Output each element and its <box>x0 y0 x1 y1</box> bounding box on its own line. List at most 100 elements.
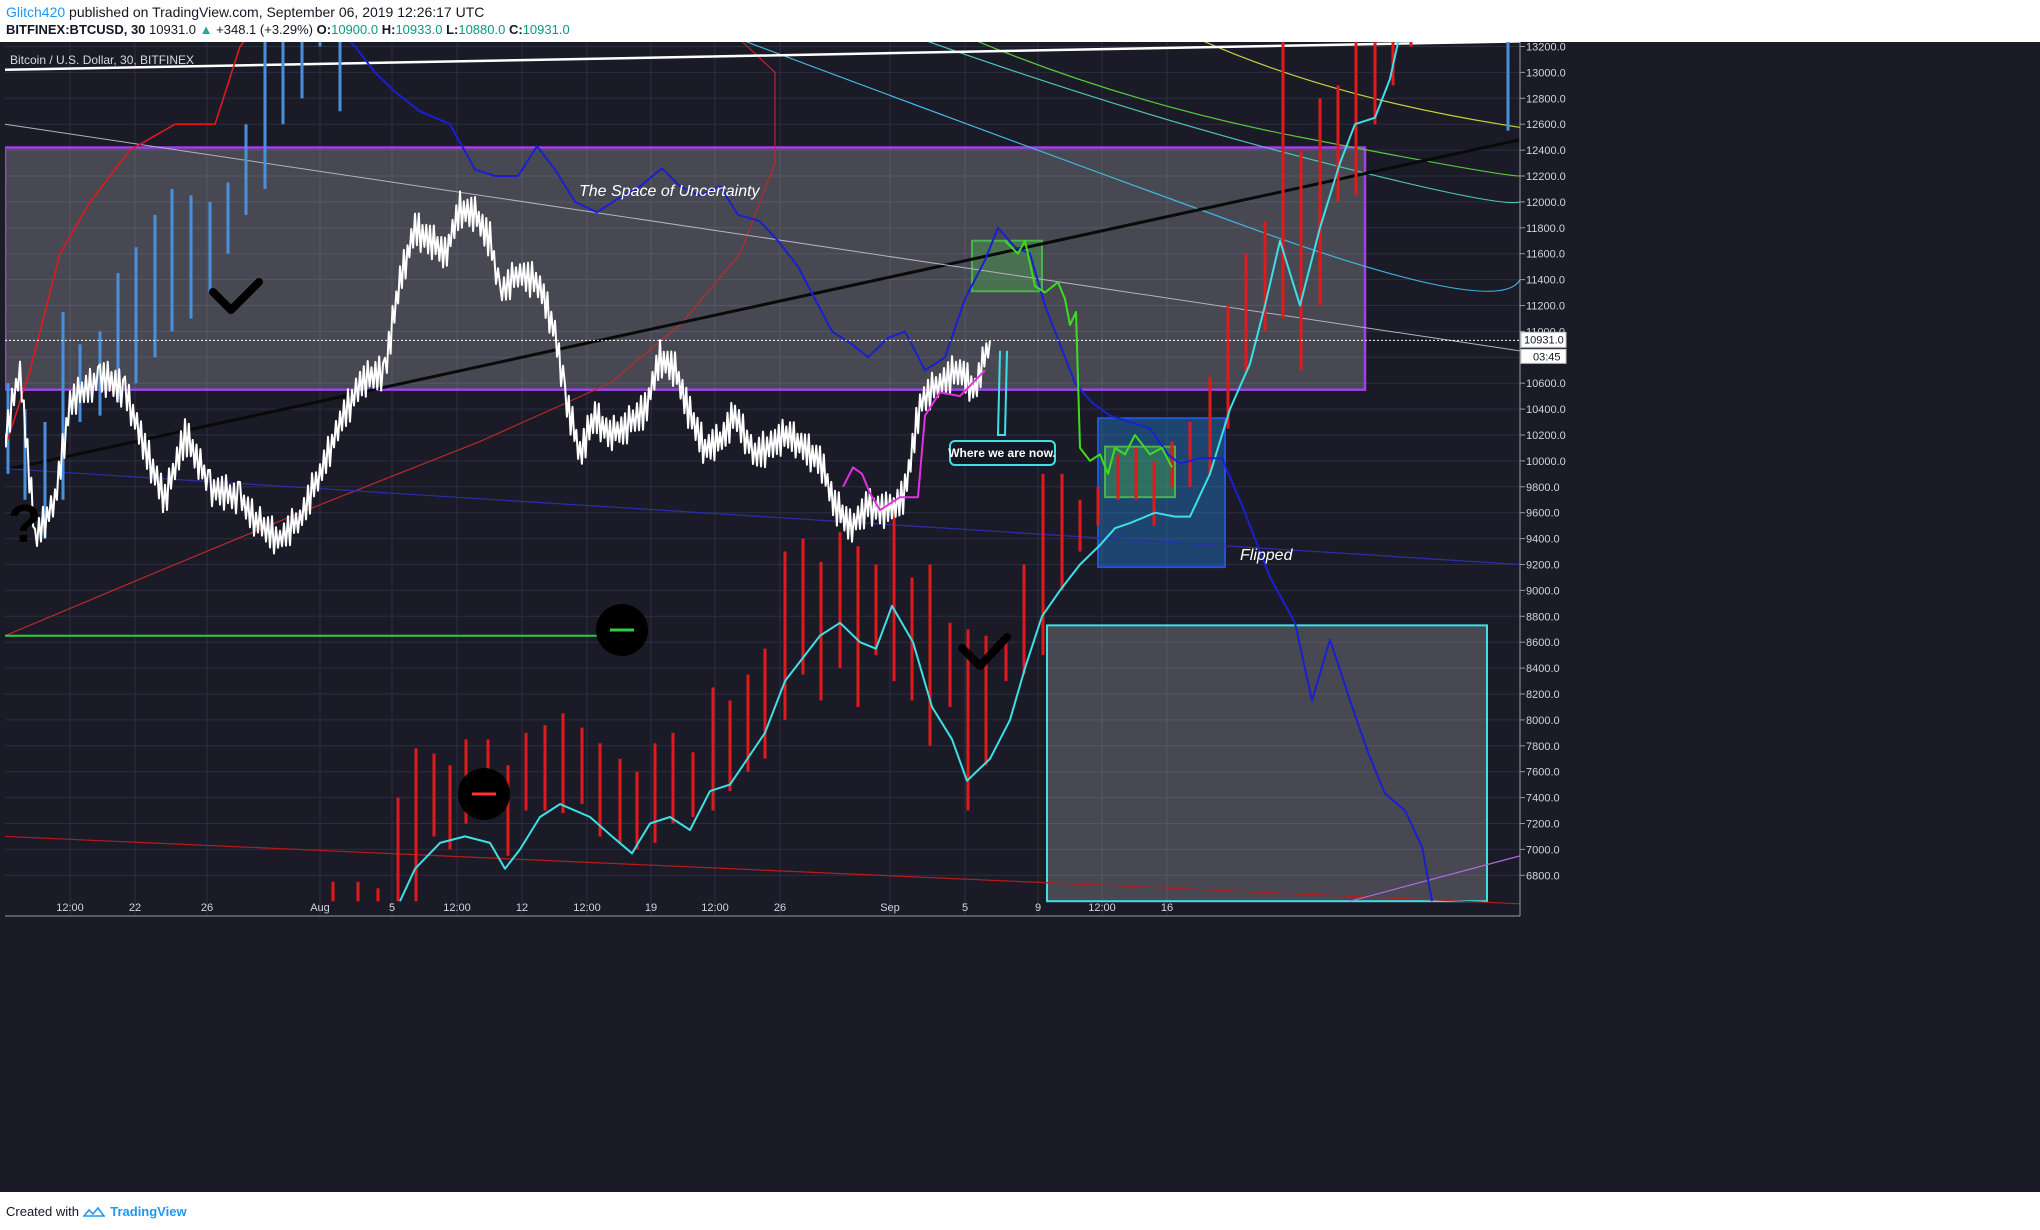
y-tick-label: 11600.0 <box>1526 249 1565 261</box>
low-label: L: <box>446 22 459 37</box>
white-trendline <box>5 42 1520 72</box>
high-label: H: <box>381 22 396 37</box>
y-tick-label: 7800.0 <box>1526 741 1560 753</box>
x-tick-label: 12:00 <box>701 902 729 914</box>
y-tick-label: 10600.0 <box>1526 378 1566 390</box>
grey-curve <box>5 123 1520 352</box>
countdown-box <box>1520 348 1567 364</box>
y-tick-label: 6800.0 <box>1526 870 1560 882</box>
y-tick-label: 9400.0 <box>1526 534 1560 546</box>
x-tick-label: 12 <box>516 902 528 914</box>
symbol-label: BITFINEX:BTCUSD, 30 <box>6 22 146 37</box>
open-label: O: <box>316 22 332 37</box>
x-tick-label: 16 <box>1161 902 1173 914</box>
x-tick-label: Aug <box>310 902 330 914</box>
y-tick-label: 12000.0 <box>1526 197 1566 209</box>
y-tick-label: 9000.0 <box>1526 585 1560 597</box>
y-tick-label: 8000.0 <box>1526 715 1560 727</box>
blue-projection-line <box>349 42 1433 902</box>
y-tick-label: 8200.0 <box>1526 689 1560 701</box>
plot-layers: The Space of Uncertainty Flipped? Where we… <box>5 42 1520 905</box>
checkmark-icon <box>209 278 263 314</box>
y-tick-label: 9600.0 <box>1526 508 1560 520</box>
ohlc-line: BITFINEX:BTCUSD, 30 10931.0 ▲ +348.1 (+3… <box>6 22 570 37</box>
publish-line: Glitch420 published on TradingView.com, … <box>6 4 484 20</box>
boxes-layer <box>5 146 1488 903</box>
y-tick-label: 13200.0 <box>1526 42 1566 54</box>
x-tick-label: 12:00 <box>573 902 601 914</box>
black-trendline <box>5 138 1520 472</box>
time-axis: 12:00 22 26 Aug 5 12:00 12 12:00 19 12:00 26 Sep 5 9 1… <box>5 902 1520 917</box>
high-value: 10933.0 <box>395 22 443 37</box>
y-tick-label: 11200.0 <box>1526 301 1565 313</box>
green-projection-line <box>1004 239 1173 475</box>
y-tick-label: 12400.0 <box>1526 145 1566 157</box>
close-value: 10931.0 <box>522 22 570 37</box>
red-indicator-line <box>5 42 245 449</box>
open-value: 10900.0 <box>331 22 379 37</box>
now-callout-label: Where we are now. <box>948 446 1056 460</box>
y-tick-label: 11800.0 <box>1526 223 1565 235</box>
up-arrow-icon: ▲ <box>199 22 213 37</box>
y-tick-label: 7200.0 <box>1526 819 1560 831</box>
x-tick-label: 5 <box>389 902 395 914</box>
x-tick-label: 12:00 <box>56 902 84 914</box>
x-tick-label: 26 <box>201 902 213 914</box>
red-line <box>5 835 1520 905</box>
x-tick-label: 12:00 <box>1088 902 1116 914</box>
footer: Created with TradingView <box>6 1204 187 1219</box>
x-tick-label: 22 <box>129 902 141 914</box>
y-tick-label: 12800.0 <box>1526 93 1566 105</box>
now-callout-box <box>949 440 1056 466</box>
price-axis: 13200.0 13000.0 12800.0 12600.0 12400.0 12200… <box>1519 42 1567 916</box>
lines-layer <box>5 42 1520 902</box>
cyan-box <box>1046 624 1488 903</box>
y-tick-label: 8400.0 <box>1526 663 1560 675</box>
arc-green <box>977 42 1520 177</box>
tradingview-link[interactable]: TradingView <box>110 1204 187 1219</box>
x-tick-label: 5 <box>962 902 968 914</box>
y-tick-label: 7000.0 <box>1526 844 1560 856</box>
y-tick-label: 10400.0 <box>1526 404 1566 416</box>
price-change: +348.1 (+3.29%) <box>216 22 314 37</box>
flipped-label: Flipped <box>1240 547 1294 564</box>
low-value: 10880.0 <box>458 22 506 37</box>
checkmark-icon <box>958 633 1011 670</box>
price-chart[interactable]: The Space of Uncertainty Flipped? Where we… <box>0 42 2040 1192</box>
price-label-box <box>1520 331 1567 348</box>
y-tick-label: 7600.0 <box>1526 767 1560 779</box>
y-tick-label: 7400.0 <box>1526 793 1560 805</box>
price-axis-background <box>1520 42 2040 1192</box>
publish-info: published on TradingView.com, September … <box>69 4 485 20</box>
x-tick-label: Sep <box>880 902 900 914</box>
y-tick-label: 8800.0 <box>1526 611 1560 623</box>
chart-title: Bitcoin / U.S. Dollar, 30, BITFINEX <box>10 53 194 67</box>
countdown-label: 03:45 <box>1533 351 1561 363</box>
price-label: 10931.0 <box>1524 334 1564 346</box>
y-tick-label: 10200.0 <box>1526 430 1566 442</box>
x-tick-label: 19 <box>645 902 657 914</box>
y-tick-label: 9800.0 <box>1526 482 1560 494</box>
x-tick-label: 9 <box>1035 902 1041 914</box>
question-mark: ? <box>8 494 41 554</box>
cyan-projection-line <box>399 42 1400 902</box>
x-tick-label: 26 <box>774 902 786 914</box>
y-tick-label: 8600.0 <box>1526 637 1560 649</box>
y-tick-label: 12200.0 <box>1526 171 1566 183</box>
red-curve <box>5 42 776 637</box>
purple-line <box>1349 855 1520 902</box>
x-tick-label: 12:00 <box>443 902 471 914</box>
arc-yellow <box>1203 42 1520 129</box>
created-with-label: Created with <box>6 1204 79 1219</box>
tradingview-logo-icon <box>82 1207 105 1217</box>
author-link[interactable]: Glitch420 <box>6 4 66 20</box>
y-tick-label: 11400.0 <box>1526 275 1565 287</box>
y-tick-label: 13000.0 <box>1526 67 1566 79</box>
magenta-projection-line <box>842 369 986 512</box>
rays-layer <box>5 42 1520 905</box>
y-tick-label: 9200.0 <box>1526 560 1560 572</box>
close-label: C: <box>508 22 523 37</box>
price-line <box>5 190 991 555</box>
y-tick-label: 10000.0 <box>1526 456 1566 468</box>
now-pointer <box>996 350 1008 436</box>
